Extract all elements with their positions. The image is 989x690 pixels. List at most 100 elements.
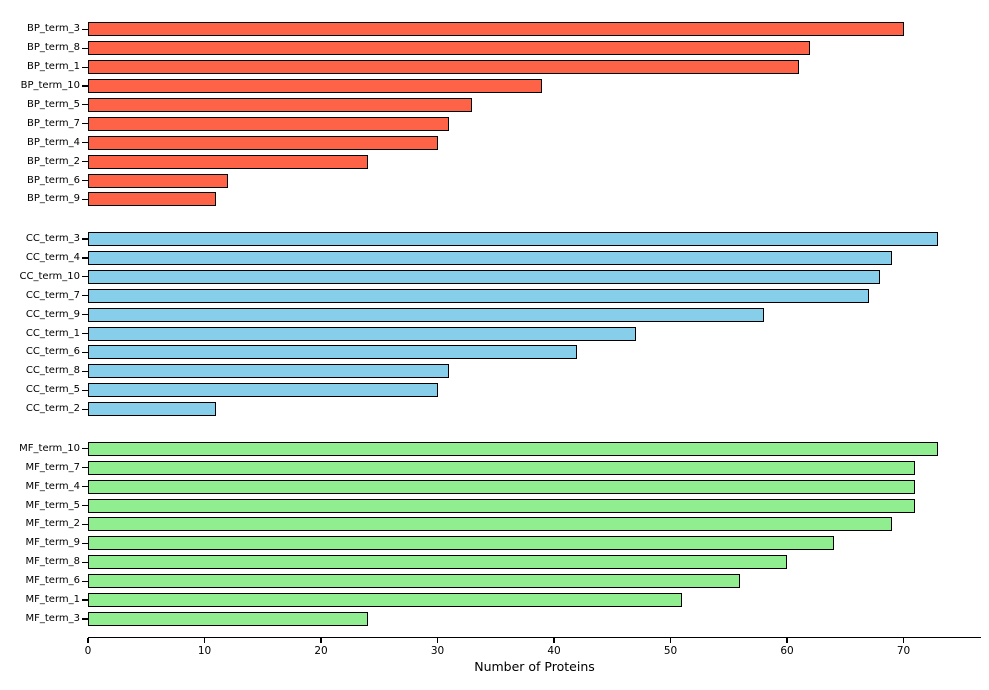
y-tick-label-BP_term_1: BP_term_1 — [26, 61, 80, 73]
y-tick-mark — [82, 179, 88, 182]
bar-BP_term_8 — [88, 41, 811, 56]
y-tick-label-CC_term_4: CC_term_4 — [25, 251, 80, 263]
y-tick-label-CC_term_10: CC_term_10 — [19, 270, 80, 282]
y-tick-mark — [82, 295, 88, 297]
y-tick-label-MF_term_6: MF_term_6 — [25, 575, 81, 587]
bar-BP_term_7 — [88, 116, 450, 131]
bar-MF_term_8 — [88, 555, 788, 570]
y-tick-label-BP_term_7: BP_term_7 — [26, 117, 80, 129]
bar-BP_term_3 — [88, 22, 904, 37]
y-tick-mark — [82, 504, 88, 507]
x-tick-label-20: 20 — [314, 645, 328, 657]
y-tick-label-MF_term_5: MF_term_5 — [25, 499, 81, 511]
x-tick-mark — [786, 638, 788, 643]
y-tick-mark — [82, 123, 88, 125]
y-tick-mark — [82, 161, 88, 163]
x-tick-mark — [553, 638, 555, 643]
bar-CC_term_9 — [88, 307, 764, 322]
bar-CC_term_3 — [88, 232, 939, 247]
bar-BP_term_1 — [88, 60, 799, 75]
y-tick-label-CC_term_2: CC_term_2 — [25, 403, 80, 415]
x-tick-mark — [902, 638, 905, 643]
bar-CC_term_8 — [88, 364, 450, 379]
bar-CC_term_2 — [88, 402, 217, 417]
y-tick-mark — [82, 618, 88, 620]
x-tick-label-30: 30 — [430, 645, 445, 657]
y-tick-label-CC_term_8: CC_term_8 — [25, 365, 80, 377]
bar-CC_term_1 — [88, 326, 636, 341]
y-tick-mark — [82, 542, 88, 544]
y-tick-mark — [82, 467, 88, 469]
x-axis-title: Number of Proteins — [474, 659, 595, 674]
bar-BP_term_4 — [88, 135, 438, 150]
x-tick-label-50: 50 — [663, 645, 678, 657]
y-tick-mark — [82, 599, 88, 601]
y-tick-label-MF_term_4: MF_term_4 — [25, 480, 81, 492]
y-tick-mark — [82, 580, 88, 582]
bar-CC_term_7 — [88, 288, 869, 303]
y-tick-label-BP_term_2: BP_term_2 — [26, 155, 80, 167]
bar-BP_term_2 — [88, 154, 368, 169]
y-tick-label-BP_term_5: BP_term_5 — [26, 98, 80, 110]
x-tick-mark — [87, 638, 89, 643]
y-tick-label-MF_term_7: MF_term_7 — [25, 461, 81, 473]
y-tick-label-MF_term_1: MF_term_1 — [25, 594, 81, 606]
y-tick-label-MF_term_2: MF_term_2 — [25, 518, 81, 530]
x-tick-label-10: 10 — [197, 645, 212, 657]
y-tick-mark — [82, 389, 88, 391]
x-tick-label-70: 70 — [896, 645, 911, 657]
y-tick-label-CC_term_5: CC_term_5 — [25, 384, 80, 396]
x-axis-line — [88, 636, 981, 638]
bar-MF_term_1 — [88, 593, 683, 608]
y-tick-mark — [82, 238, 88, 240]
bar-MF_term_2 — [88, 517, 892, 532]
y-tick-mark — [82, 314, 88, 316]
bar-CC_term_6 — [88, 345, 578, 360]
bar-BP_term_9 — [88, 192, 217, 207]
y-tick-label-BP_term_9: BP_term_9 — [26, 193, 80, 205]
bar-BP_term_6 — [88, 173, 228, 188]
y-tick-label-BP_term_6: BP_term_6 — [26, 174, 80, 186]
y-tick-label-CC_term_9: CC_term_9 — [25, 308, 80, 320]
y-tick-mark — [82, 523, 88, 526]
y-tick-mark — [82, 332, 88, 335]
y-tick-label-CC_term_1: CC_term_1 — [25, 327, 80, 339]
bar-BP_term_10 — [88, 79, 543, 93]
y-tick-mark — [82, 408, 88, 410]
y-tick-mark — [82, 486, 88, 488]
y-tick-label-CC_term_3: CC_term_3 — [25, 233, 80, 245]
y-tick-mark — [82, 351, 88, 354]
bar-MF_term_5 — [88, 498, 916, 513]
x-tick-label-40: 40 — [547, 645, 561, 657]
y-tick-label-MF_term_8: MF_term_8 — [25, 556, 81, 568]
bar-MF_term_4 — [88, 479, 916, 494]
y-tick-mark — [82, 28, 88, 30]
y-tick-label-BP_term_8: BP_term_8 — [26, 42, 80, 54]
y-tick-mark — [82, 370, 88, 372]
x-tick-mark — [320, 638, 322, 643]
y-tick-mark — [82, 104, 88, 106]
y-tick-mark — [82, 561, 88, 563]
y-tick-mark — [82, 257, 88, 259]
bar-CC_term_10 — [88, 269, 881, 284]
x-tick-mark — [436, 638, 439, 643]
y-tick-mark — [82, 85, 88, 87]
y-tick-mark — [82, 66, 88, 68]
bar-CC_term_4 — [88, 250, 892, 265]
bar-MF_term_3 — [88, 611, 368, 626]
x-tick-mark — [669, 638, 672, 643]
y-tick-label-BP_term_4: BP_term_4 — [26, 136, 80, 148]
y-tick-mark — [82, 448, 88, 450]
y-tick-label-BP_term_10: BP_term_10 — [20, 80, 80, 91]
x-tick-label-60: 60 — [780, 645, 794, 657]
y-tick-label-MF_term_3: MF_term_3 — [25, 612, 81, 624]
x-tick-label-0: 0 — [84, 645, 92, 657]
y-tick-label-MF_term_9: MF_term_9 — [25, 537, 81, 549]
bar-BP_term_5 — [88, 97, 473, 112]
bar-MF_term_6 — [88, 574, 741, 589]
x-tick-mark — [203, 638, 206, 643]
y-tick-label-BP_term_3: BP_term_3 — [26, 23, 80, 35]
y-tick-label-CC_term_6: CC_term_6 — [25, 346, 80, 358]
y-tick-mark — [82, 276, 88, 278]
bar-MF_term_9 — [88, 536, 834, 551]
